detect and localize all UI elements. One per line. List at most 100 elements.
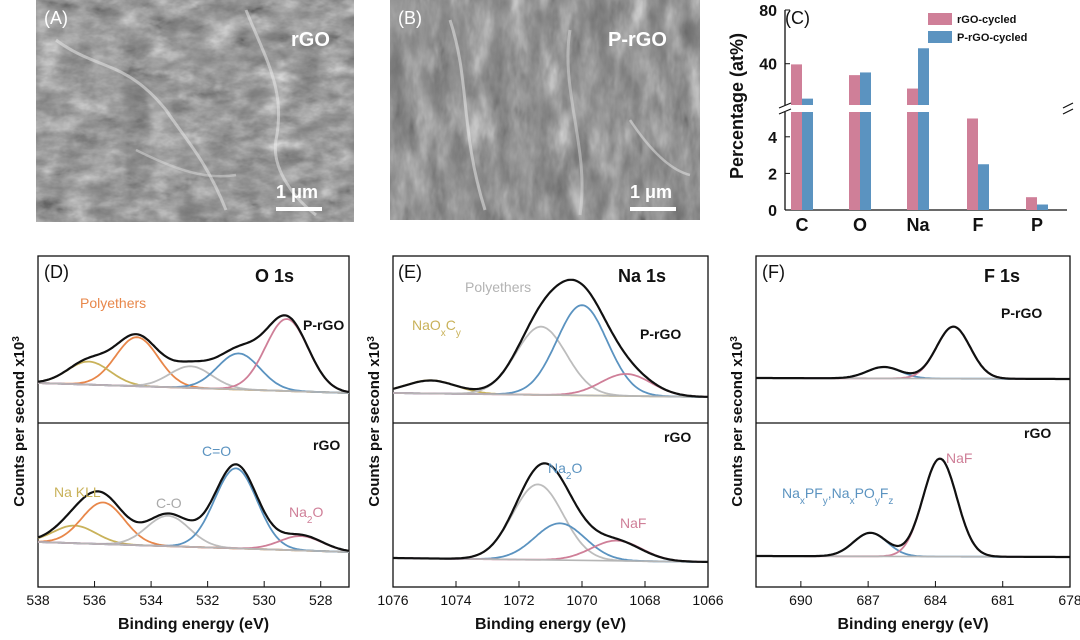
legend-swatch-rgo <box>928 13 952 25</box>
xps-ylabel-sup: 3 <box>11 336 22 342</box>
bar-chart-category-label: C <box>796 215 809 235</box>
axis-break-mark <box>1062 108 1074 115</box>
xps-background <box>37 541 350 553</box>
peak-label-nafp-species-part: x <box>800 496 805 507</box>
peak-label-naoxcy-part: x <box>441 328 446 339</box>
peak-label-na-kll: Na KLL <box>54 484 101 500</box>
xps-envelope-p-rgo <box>756 325 1070 381</box>
peak-label-nafp-species-part: Na <box>782 485 800 501</box>
stack-label-rgo: rGO <box>313 437 340 453</box>
sem-texture-rgo: (A) rGO 1 μm <box>36 0 354 222</box>
bar-chart-ytick-label: 80 <box>759 3 777 20</box>
xps-background <box>392 392 709 398</box>
xps-envelope-p-rgo <box>392 278 709 398</box>
xps-ylabel-text: Counts per second x10 <box>729 342 746 507</box>
stack-label-prgo: P-rGO <box>303 317 344 333</box>
panel-tag-d: (D) <box>44 262 69 282</box>
xps-envelope-rgo <box>393 462 709 564</box>
peak-label-na2o-e-part: 2 <box>566 471 572 482</box>
stack-label-rgo-f: rGO <box>1024 425 1051 441</box>
xps-panel-na1s: 1076 1074 1072 1070 1068 1066 Binding energy (… <box>362 250 724 635</box>
xps-envelope-p-rgo <box>37 314 350 394</box>
xps-xtick-label: 534 <box>139 592 163 608</box>
peak-label-nafp-species-part: ,Na <box>828 485 850 501</box>
bar-chart-category-label: O <box>853 215 867 235</box>
xps-ylabel: Counts per second x103 <box>11 336 29 507</box>
bar-p-rgo <box>1026 197 1037 210</box>
peak-label-na2o-part: 2 <box>307 515 313 526</box>
scale-bar-a <box>276 207 322 211</box>
xps-title-o1s: O 1s <box>255 266 294 286</box>
xps-peak-c-o <box>37 365 350 394</box>
panel-tag-f: (F) <box>762 262 785 282</box>
xps-xlabel: Binding energy (eV) <box>837 616 988 633</box>
xps-panel-f1s: 690 687 684 681 678 Binding energy (eV) Counts… <box>722 250 1080 635</box>
xps-peak-na-kll <box>37 524 350 553</box>
panel-tag-c: (C) <box>785 8 810 28</box>
xps-xlabel: Binding energy (eV) <box>475 616 626 633</box>
peak-label-naoxcy-part: NaO <box>412 317 441 333</box>
xps-xtick-label: 532 <box>196 592 220 608</box>
axis-break-band <box>777 105 1069 112</box>
bar-o-rgo <box>849 75 860 210</box>
xps-xtick-label: 1076 <box>377 592 408 608</box>
peak-label-naoxcy-part: y <box>456 328 461 339</box>
peak-label-naoxcy-part: C <box>446 317 456 333</box>
xps-xtick-label: 528 <box>309 592 333 608</box>
stack-label-prgo-e: P-rGO <box>640 326 681 342</box>
bar-p-prgo <box>1037 204 1048 210</box>
scale-label-b: 1 μm <box>630 182 672 202</box>
xps-title-f1s: F 1s <box>984 266 1020 286</box>
xps-f1s-svg: 690 687 684 681 678 Binding energy (eV) Counts… <box>729 255 1080 633</box>
sem-image-rgo: (A) rGO 1 μm <box>36 0 354 222</box>
peak-label-na2o-part: Na <box>289 504 307 520</box>
xps-peak-naf <box>756 325 1070 380</box>
xps-frame <box>392 255 709 588</box>
peak-label-nafp-species-part: z <box>888 496 893 507</box>
panel-tag-b: (B) <box>398 8 422 28</box>
axis-break-mark <box>1062 102 1074 109</box>
xps-xtick-label: 1072 <box>503 592 534 608</box>
sem-image-prgo: (B) P-rGO 1 μm <box>390 0 700 220</box>
peak-label-nafp-species: NaxPFy,NaxPOyFz <box>782 485 893 507</box>
xps-envelope-rgo <box>37 463 350 552</box>
peak-label-polyethers-e: Polyethers <box>465 279 531 295</box>
xps-peak-polyethers <box>393 483 708 563</box>
xps-xtick-label: 681 <box>991 592 1015 608</box>
peak-label-naf-f: NaF <box>946 450 972 466</box>
peak-label-naf-e: NaF <box>620 515 646 531</box>
peak-label-nafp-species-part: PO <box>855 485 875 501</box>
xps-ylabel-text: Counts per second x10 <box>366 342 383 507</box>
xps-xtick-label: 1074 <box>440 592 471 608</box>
bar-chart-category-label: F <box>973 215 984 235</box>
xps-peak-naf <box>756 457 1070 558</box>
peak-label-nafp-species-part: y <box>875 496 880 507</box>
peak-label-c-eq-o: C=O <box>202 443 231 459</box>
peak-label-c-o: C-O <box>156 495 182 511</box>
bar-chart-category-label: P <box>1031 215 1043 235</box>
peak-label-na2o-part: O <box>312 504 323 520</box>
xps-frame <box>37 255 350 588</box>
peak-label-na2o-e: Na2O <box>548 460 582 482</box>
xps-o1s-svg: 538 536 534 532 530 528 Binding energy (eV) Cou… <box>11 255 350 633</box>
legend-swatch-prgo <box>928 31 952 43</box>
xps-ylabel-text: Counts per second x10 <box>11 342 28 507</box>
bar-f-rgo <box>967 118 978 210</box>
scale-bar-b <box>630 207 676 211</box>
peak-label-nafp-species-part: y <box>823 496 828 507</box>
bar-chart-ylabel: Percentage (at%) <box>727 33 747 179</box>
xps-ylabel-sup: 3 <box>366 336 377 342</box>
xps-xtick-label: 1066 <box>692 592 723 608</box>
bar-chart-ytick-label: 2 <box>768 166 777 183</box>
panel-tag-a: (A) <box>44 8 68 28</box>
bar-o-prgo <box>860 72 871 210</box>
xps-frame <box>755 255 1071 588</box>
xps-envelope-rgo <box>756 457 1070 559</box>
xps-na1s-svg: 1076 1074 1072 1070 1068 1066 Binding energy (… <box>366 255 724 633</box>
xps-xtick-label: 1070 <box>566 592 597 608</box>
bar-na-prgo <box>918 48 929 211</box>
sample-label-rgo: rGO <box>291 29 330 51</box>
bar-chart-ytick-label: 40 <box>759 57 777 74</box>
bar-na-rgo <box>907 88 918 210</box>
bar-c-prgo <box>802 98 813 210</box>
